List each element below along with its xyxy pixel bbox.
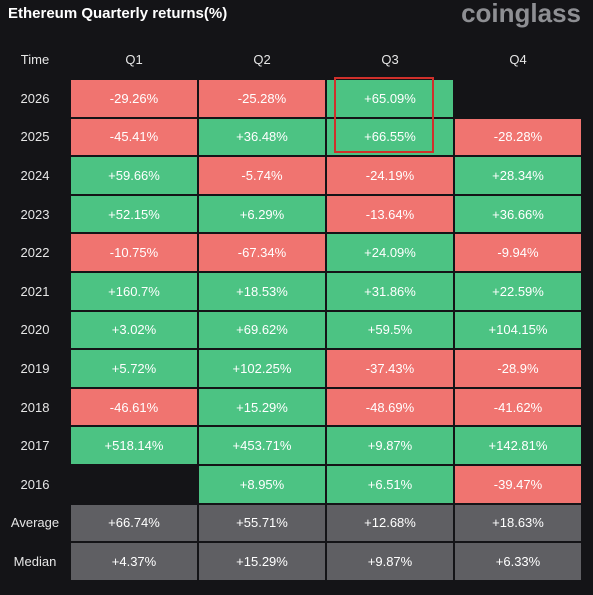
return-cell: +18.53% bbox=[199, 273, 325, 310]
return-cell: +24.09% bbox=[327, 234, 453, 271]
return-cell: +18.63% bbox=[455, 504, 581, 542]
return-cell: +12.68% bbox=[327, 504, 453, 542]
return-cell: +6.33% bbox=[455, 543, 581, 580]
row-label: 2023 bbox=[20, 206, 50, 222]
return-cell: +28.34% bbox=[455, 157, 581, 194]
return-cell: +5.72% bbox=[71, 350, 197, 387]
return-cell: +59.5% bbox=[327, 311, 453, 349]
return-cell: +518.14% bbox=[71, 427, 197, 464]
return-cell: -45.41% bbox=[71, 118, 197, 156]
return-cell: -39.47% bbox=[455, 466, 581, 503]
row-label: Average bbox=[10, 515, 60, 531]
row-label: 2020 bbox=[20, 322, 50, 338]
column-header: Time bbox=[20, 52, 50, 68]
return-cell: -28.9% bbox=[455, 350, 581, 387]
return-cell: -9.94% bbox=[455, 234, 581, 271]
return-cell: -28.28% bbox=[455, 118, 581, 156]
return-cell: +15.29% bbox=[199, 543, 325, 580]
return-cell: +6.51% bbox=[327, 466, 453, 503]
row-label: 2025 bbox=[20, 129, 50, 145]
return-cell: +36.48% bbox=[199, 118, 325, 156]
return-cell: -13.64% bbox=[327, 195, 453, 233]
return-cell: -48.69% bbox=[327, 388, 453, 426]
return-cell: +6.29% bbox=[199, 195, 325, 233]
return-cell: -46.61% bbox=[71, 388, 197, 426]
return-cell: +4.37% bbox=[71, 543, 197, 580]
row-label: 2022 bbox=[20, 245, 50, 261]
return-cell: +3.02% bbox=[71, 311, 197, 349]
return-cell: +9.87% bbox=[327, 543, 453, 580]
return-cell: +55.71% bbox=[199, 504, 325, 542]
return-cell: +9.87% bbox=[327, 427, 453, 464]
return-cell: -67.34% bbox=[199, 234, 325, 271]
row-label: 2019 bbox=[20, 360, 50, 376]
return-cell: -29.26% bbox=[71, 80, 197, 117]
highlight-box bbox=[334, 77, 434, 153]
return-cell: +69.62% bbox=[199, 311, 325, 349]
return-cell: -24.19% bbox=[327, 157, 453, 194]
row-label: 2016 bbox=[20, 476, 50, 492]
row-label: 2021 bbox=[20, 283, 50, 299]
return-cell: -37.43% bbox=[327, 350, 453, 387]
return-cell: -5.74% bbox=[199, 157, 325, 194]
return-cell: +66.74% bbox=[71, 504, 197, 542]
return-cell: +31.86% bbox=[327, 273, 453, 310]
row-label: Median bbox=[13, 553, 57, 569]
return-cell: +15.29% bbox=[199, 388, 325, 426]
return-cell: +52.15% bbox=[71, 195, 197, 233]
return-cell: -25.28% bbox=[199, 80, 325, 117]
return-cell: +453.71% bbox=[199, 427, 325, 464]
return-cell: +104.15% bbox=[455, 311, 581, 349]
column-header: Q1 bbox=[125, 52, 143, 68]
return-cell: +59.66% bbox=[71, 157, 197, 194]
return-cell: -10.75% bbox=[71, 234, 197, 271]
brand-logo: coinglass bbox=[461, 0, 581, 28]
return-cell: +8.95% bbox=[199, 466, 325, 503]
column-header: Q2 bbox=[253, 52, 271, 68]
return-cell: +142.81% bbox=[455, 427, 581, 464]
return-cell: +36.66% bbox=[455, 195, 581, 233]
title: Ethereum Quarterly returns(%) bbox=[8, 5, 228, 22]
row-label: 2017 bbox=[20, 438, 50, 454]
return-cell: +22.59% bbox=[455, 273, 581, 310]
return-cell: +102.25% bbox=[199, 350, 325, 387]
return-cell: -41.62% bbox=[455, 388, 581, 426]
column-header: Q4 bbox=[509, 52, 527, 68]
row-label: 2018 bbox=[20, 399, 50, 415]
row-label: 2026 bbox=[20, 90, 50, 106]
row-label: 2024 bbox=[20, 167, 50, 183]
column-header: Q3 bbox=[381, 52, 399, 68]
return-cell: +160.7% bbox=[71, 273, 197, 310]
